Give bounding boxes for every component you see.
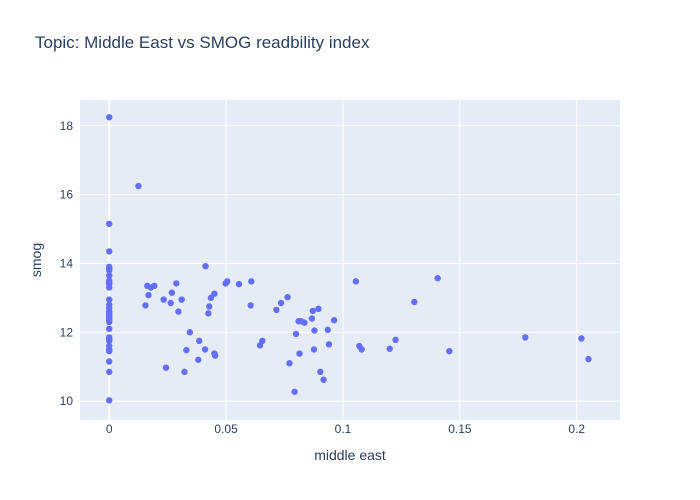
data-point[interactable] [301, 319, 308, 326]
data-point[interactable] [106, 248, 113, 255]
data-point[interactable] [106, 325, 113, 333]
data-point[interactable] [585, 355, 592, 363]
data-point[interactable] [308, 315, 316, 322]
grid [80, 100, 620, 420]
y-tick-label: 14 [60, 256, 74, 270]
data-point[interactable] [106, 368, 113, 376]
data-point[interactable] [211, 352, 219, 359]
data-point[interactable] [324, 326, 331, 334]
data-point[interactable] [162, 364, 170, 371]
data-point[interactable] [106, 267, 113, 274]
data-point[interactable] [358, 346, 365, 353]
data-point[interactable] [224, 278, 231, 285]
data-point[interactable] [292, 330, 300, 338]
y-tick-label: 10 [60, 394, 74, 408]
data-point[interactable] [106, 284, 113, 291]
data-point[interactable] [175, 308, 182, 315]
data-point[interactable] [142, 302, 149, 309]
data-point[interactable] [201, 346, 209, 353]
data-point[interactable] [446, 347, 453, 355]
data-point[interactable] [135, 182, 142, 190]
data-point[interactable] [106, 114, 113, 121]
y-tick-label: 18 [60, 119, 74, 133]
data-point[interactable] [311, 327, 318, 334]
data-point[interactable] [106, 347, 113, 355]
data-point[interactable] [273, 306, 280, 314]
data-point[interactable] [167, 299, 174, 307]
data-point[interactable] [248, 278, 255, 285]
data-point[interactable] [296, 350, 303, 357]
data-point[interactable] [330, 317, 338, 324]
data-point[interactable] [259, 337, 266, 345]
data-point[interactable] [310, 346, 318, 353]
y-axis-title: smog [28, 243, 44, 277]
data-point[interactable] [106, 220, 113, 228]
tick-labels: 0 0.05 0.1 0.15 0.2 10 12 14 16 18 [60, 119, 586, 436]
x-tick-label: 0.05 [214, 422, 238, 436]
x-tick-label: 0 [106, 422, 113, 436]
data-point[interactable] [173, 280, 180, 287]
x-tick-label: 0.2 [568, 422, 585, 436]
data-point[interactable] [211, 290, 218, 297]
data-point[interactable] [247, 302, 254, 309]
data-point[interactable] [106, 397, 113, 404]
data-point[interactable] [352, 278, 360, 285]
data-point[interactable] [178, 296, 185, 303]
data-point[interactable] [106, 318, 113, 326]
x-axis-title: middle east [314, 447, 386, 463]
data-point[interactable] [325, 341, 333, 348]
data-point[interactable] [206, 303, 213, 310]
data-point[interactable] [291, 388, 298, 395]
data-point[interactable] [106, 296, 113, 303]
data-point[interactable] [106, 337, 113, 345]
data-point[interactable] [522, 334, 529, 341]
data-point[interactable] [106, 272, 113, 279]
data-point[interactable] [145, 291, 152, 299]
data-point[interactable] [151, 282, 158, 290]
data-point[interactable] [284, 293, 291, 301]
data-points [106, 114, 592, 404]
data-point[interactable] [196, 337, 203, 345]
data-point[interactable] [202, 262, 209, 270]
data-point[interactable] [235, 280, 243, 288]
data-point[interactable] [160, 296, 167, 303]
data-point[interactable] [578, 335, 585, 342]
data-point[interactable] [411, 298, 418, 306]
data-point[interactable] [183, 346, 190, 354]
data-point[interactable] [320, 376, 327, 383]
data-point[interactable] [317, 368, 324, 376]
chart-title: Topic: Middle East vs SMOG readbility in… [35, 33, 370, 52]
y-tick-label: 12 [60, 325, 74, 339]
data-point[interactable] [106, 358, 113, 365]
x-tick-label: 0.1 [335, 422, 352, 436]
x-tick-label: 0.15 [448, 422, 472, 436]
data-point[interactable] [277, 299, 285, 307]
data-point[interactable] [315, 305, 322, 313]
data-point[interactable] [434, 275, 441, 282]
plot-area [80, 100, 620, 420]
data-point[interactable] [168, 289, 176, 296]
data-point[interactable] [186, 329, 194, 336]
data-point[interactable] [205, 310, 212, 317]
y-tick-label: 16 [60, 188, 74, 202]
data-point[interactable] [286, 360, 293, 367]
data-point[interactable] [195, 356, 202, 363]
data-point[interactable] [386, 345, 393, 352]
data-point[interactable] [181, 368, 188, 376]
data-point[interactable] [309, 307, 317, 315]
data-point[interactable] [392, 336, 399, 344]
